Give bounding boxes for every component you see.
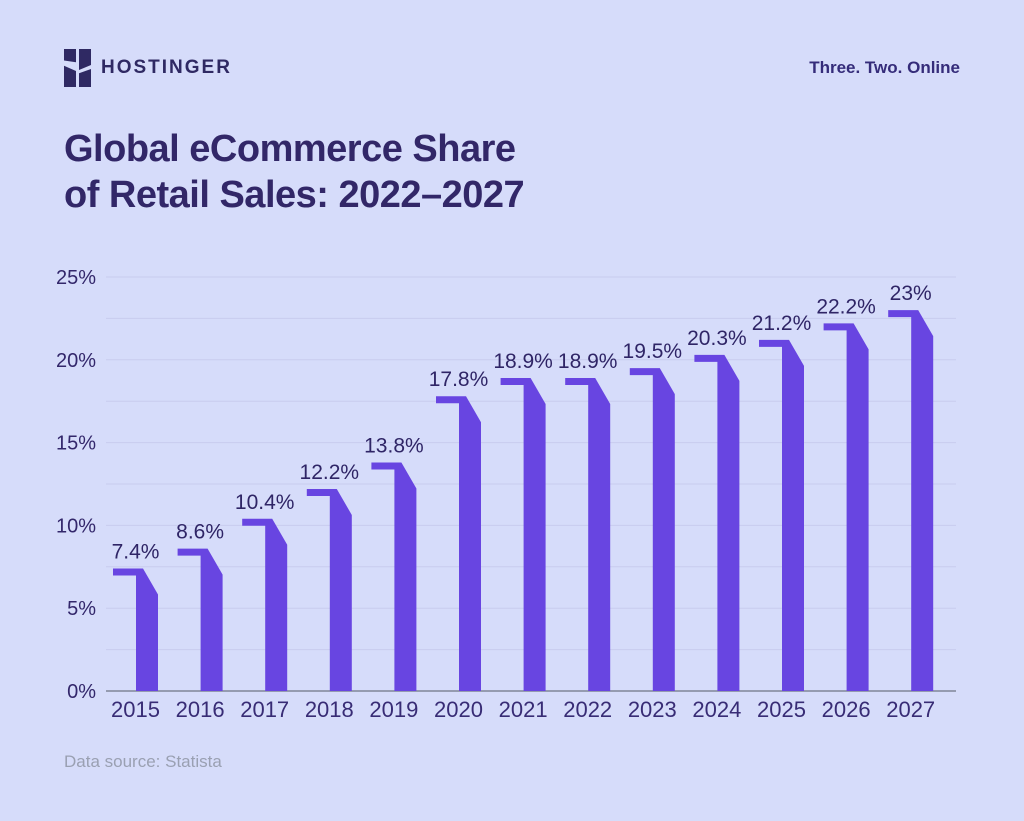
x-axis-label-2026: 2026 bbox=[822, 697, 871, 722]
bar-2027 bbox=[888, 310, 934, 691]
brand-name: HOSTINGER bbox=[101, 57, 232, 78]
chart-title-line1: Global eCommerce Share bbox=[64, 128, 516, 170]
value-label-2016: 8.6% bbox=[176, 521, 224, 544]
bar-2019 bbox=[371, 462, 417, 691]
chart-title-line2: of Retail Sales: 2022–2027 bbox=[64, 174, 525, 216]
x-axis-label-2020: 2020 bbox=[434, 697, 483, 722]
x-axis-label-2016: 2016 bbox=[176, 697, 225, 722]
bar-2018 bbox=[306, 488, 352, 691]
bar-2022 bbox=[565, 378, 611, 691]
bar-2026 bbox=[823, 323, 869, 691]
x-axis-label-2027: 2027 bbox=[886, 697, 935, 722]
value-label-2025: 21.2% bbox=[752, 312, 812, 335]
x-axis-label-2017: 2017 bbox=[240, 697, 289, 722]
y-axis-tick-label: 20% bbox=[56, 350, 96, 372]
y-axis-tick-label: 15% bbox=[56, 433, 96, 455]
bar-2025 bbox=[759, 339, 804, 691]
y-axis-tick-label: 5% bbox=[67, 598, 96, 620]
value-label-2027: 23% bbox=[890, 282, 932, 305]
x-axis-label-2019: 2019 bbox=[369, 697, 418, 722]
hostinger-logo-icon bbox=[64, 49, 91, 87]
bar-2016 bbox=[177, 548, 223, 691]
value-label-2021: 18.9% bbox=[493, 350, 553, 373]
x-axis-label-2025: 2025 bbox=[757, 697, 806, 722]
header: HOSTINGER Three. Two. Online bbox=[64, 48, 960, 88]
value-label-2020: 17.8% bbox=[429, 368, 489, 391]
x-axis-label-2023: 2023 bbox=[628, 697, 677, 722]
x-axis-label-2015: 2015 bbox=[111, 697, 160, 722]
value-label-2017: 10.4% bbox=[235, 491, 295, 514]
x-axis-label-2024: 2024 bbox=[692, 697, 741, 722]
bar-2021 bbox=[500, 378, 546, 691]
value-label-2015: 7.4% bbox=[112, 540, 160, 563]
y-axis-tick-label: 10% bbox=[56, 515, 96, 537]
value-label-2024: 20.3% bbox=[687, 327, 747, 350]
value-label-2019: 13.8% bbox=[364, 434, 424, 457]
x-axis-label-2021: 2021 bbox=[499, 697, 548, 722]
value-label-2018: 12.2% bbox=[300, 461, 360, 484]
data-source-note: Data source: Statista bbox=[64, 752, 222, 771]
value-label-2026: 22.2% bbox=[816, 295, 876, 318]
tagline: Three. Two. Online bbox=[809, 58, 960, 77]
bar-2015 bbox=[113, 568, 158, 691]
x-axis-label-2022: 2022 bbox=[563, 697, 612, 722]
x-axis-label-2018: 2018 bbox=[305, 697, 354, 722]
bar-2023 bbox=[629, 368, 675, 691]
y-axis-tick-label: 25% bbox=[56, 267, 96, 289]
bar-2020 bbox=[436, 396, 481, 691]
bar-2024 bbox=[694, 354, 740, 691]
y-axis-tick-label: 0% bbox=[67, 681, 96, 703]
bar-2017 bbox=[242, 518, 288, 691]
brand: HOSTINGER bbox=[64, 49, 232, 87]
value-label-2022: 18.9% bbox=[558, 350, 618, 373]
value-label-2023: 19.5% bbox=[623, 340, 683, 363]
chart-title: Global eCommerce Share of Retail Sales: … bbox=[64, 126, 525, 218]
